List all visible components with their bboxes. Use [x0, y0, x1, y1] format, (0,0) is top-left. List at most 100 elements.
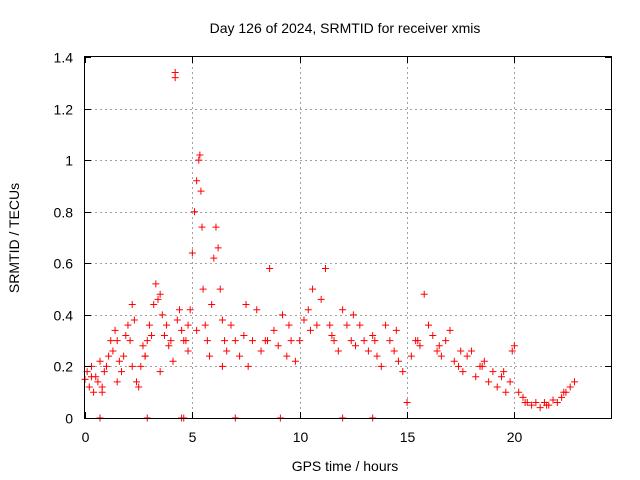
data-point — [221, 337, 229, 345]
data-point — [549, 396, 557, 404]
data-point — [321, 264, 329, 272]
data-point — [257, 347, 265, 355]
data-point — [195, 156, 203, 164]
data-point — [139, 342, 147, 350]
data-point — [528, 401, 536, 409]
data-point — [184, 347, 192, 355]
data-point — [399, 368, 407, 376]
data-point — [309, 285, 317, 293]
data-point — [455, 362, 463, 370]
tick-labels: 0 0.2 0.4 0.6 0.8 1 1.2 1.4 0 5 10 15 20 — [54, 50, 523, 446]
data-point — [515, 388, 523, 396]
data-point — [244, 362, 252, 370]
data-point — [196, 151, 204, 159]
data-point — [231, 337, 239, 345]
data-point — [480, 357, 488, 365]
data-point — [300, 316, 308, 324]
data-point — [500, 368, 508, 376]
data-point — [145, 321, 153, 329]
data-point — [171, 68, 179, 76]
data-point — [502, 388, 510, 396]
data-point — [186, 306, 194, 314]
data-point — [343, 321, 351, 329]
data-point — [435, 342, 443, 350]
data-point — [216, 285, 224, 293]
data-point — [248, 337, 256, 345]
data-point — [392, 326, 400, 334]
data-point — [364, 347, 372, 355]
data-point — [188, 249, 196, 257]
data-point — [113, 337, 121, 345]
data-point — [87, 373, 95, 381]
data-point — [90, 388, 98, 396]
y-tick-label: 0.8 — [54, 205, 74, 221]
chart-title: Day 126 of 2024, SRMTID for receiver xmi… — [210, 20, 481, 36]
data-point — [306, 326, 314, 334]
data-point — [167, 337, 175, 345]
data-point — [566, 383, 574, 391]
data-point — [197, 187, 205, 195]
data-point — [347, 337, 355, 345]
y-tick-label: 0.2 — [54, 359, 74, 375]
data-point — [115, 357, 123, 365]
data-point — [156, 368, 164, 376]
y-tick-label: 1 — [65, 153, 73, 169]
data-point — [377, 362, 385, 370]
data-point — [553, 399, 561, 407]
data-point — [102, 362, 110, 370]
data-point — [120, 352, 128, 360]
data-point — [150, 301, 158, 309]
data-point — [218, 316, 226, 324]
data-point — [193, 177, 201, 185]
axis-ticks — [85, 57, 611, 419]
data-point — [169, 357, 177, 365]
y-tick-label: 1.2 — [54, 102, 74, 118]
grid — [85, 57, 611, 418]
y-tick-label: 0 — [65, 411, 73, 427]
data-point — [382, 321, 390, 329]
data-point — [133, 378, 141, 386]
data-point — [242, 301, 250, 309]
data-point — [532, 399, 540, 407]
data-point — [122, 331, 130, 339]
data-point — [201, 321, 209, 329]
data-point — [291, 357, 299, 365]
data-points — [81, 68, 579, 422]
data-point — [240, 331, 248, 339]
data-point — [124, 321, 132, 329]
data-point — [214, 244, 222, 252]
data-point — [236, 352, 244, 360]
data-point — [420, 290, 428, 298]
data-point — [283, 352, 291, 360]
data-point — [143, 337, 151, 345]
x-tick-label: 10 — [293, 429, 309, 445]
data-point — [212, 223, 220, 231]
data-point — [158, 311, 166, 319]
data-point — [425, 321, 433, 329]
data-point — [128, 301, 136, 309]
data-point — [223, 347, 231, 355]
x-axis-title: GPS time / hours — [292, 458, 399, 474]
data-point — [163, 321, 171, 329]
data-point — [285, 321, 293, 329]
data-point — [199, 285, 207, 293]
data-point — [394, 357, 402, 365]
data-point — [360, 337, 368, 345]
data-point — [508, 347, 516, 355]
data-point — [227, 321, 235, 329]
data-point — [485, 378, 493, 386]
data-point — [100, 368, 108, 376]
data-point — [148, 331, 156, 339]
data-point — [270, 326, 278, 334]
data-point — [536, 404, 544, 412]
data-point — [328, 331, 336, 339]
y-tick-label: 0.4 — [54, 308, 74, 324]
data-point — [253, 306, 261, 314]
data-point — [390, 347, 398, 355]
data-point — [137, 362, 145, 370]
data-point — [266, 264, 274, 272]
data-point — [467, 347, 475, 355]
data-point — [296, 337, 304, 345]
data-point — [198, 223, 206, 231]
